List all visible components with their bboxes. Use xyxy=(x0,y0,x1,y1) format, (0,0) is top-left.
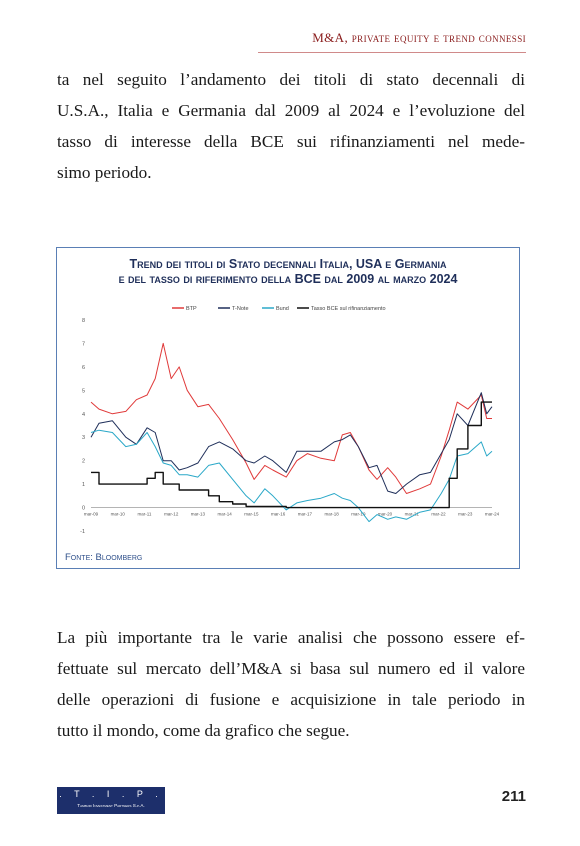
x-tick-label: mar-11 xyxy=(138,512,152,517)
logo-subtitle: Tamburi Investment Partners S.p.A. xyxy=(77,803,145,808)
tip-logo: . T . I . P . Tamburi Investment Partner… xyxy=(57,787,165,814)
paragraph-1: ta nel seguito l’andamento dei titoli di… xyxy=(57,64,525,188)
paragraph-2-line: tutto il mondo, come da grafico che segu… xyxy=(57,721,350,740)
x-tick-label: mar-21 xyxy=(405,512,420,517)
paragraph-2-line: delle operazioni di fusione e acquisizio… xyxy=(57,690,525,709)
header-rule xyxy=(258,52,526,53)
y-tick-label: -1 xyxy=(80,529,85,535)
paragraph-2-line: fettuate sul mercato dell’M&A si basa su… xyxy=(57,659,525,678)
paragraph-2: La più importante tra le varie analisi c… xyxy=(57,622,525,746)
chart-source: Fonte: Bloomberg xyxy=(65,552,143,563)
chart-figure: Trend dei titoli di Stato decennali Ital… xyxy=(56,247,520,569)
y-tick-label: 8 xyxy=(82,318,85,324)
chart-title-line-2: e del tasso di riferimento della BCE dal… xyxy=(118,272,458,286)
paragraph-1-line: tasso di interesse della BCE sui rifinan… xyxy=(57,132,525,151)
series-line xyxy=(90,392,493,494)
chart-title: Trend dei titoli di Stato decennali Ital… xyxy=(57,257,519,287)
y-tick-label: 5 xyxy=(82,388,85,394)
x-tick-label: mar-24 xyxy=(485,512,500,517)
x-tick-label: mar-13 xyxy=(191,512,206,517)
x-tick-label: mar-16 xyxy=(271,512,286,517)
series-line xyxy=(91,401,492,509)
paragraph-1-line: ta nel seguito l’andamento dei titoli di… xyxy=(57,70,525,89)
logo-mark: . T . I . P . xyxy=(59,789,163,799)
x-tick-label: mar-20 xyxy=(378,512,393,517)
y-tick-label: 2 xyxy=(82,459,85,465)
x-tick-label: mar-22 xyxy=(431,512,446,517)
x-tick-label: mar-10 xyxy=(111,512,126,517)
x-tick-label: mar-14 xyxy=(218,512,233,517)
x-tick-label: mar-09 xyxy=(84,512,99,517)
x-tick-label: mar-19 xyxy=(351,512,366,517)
y-tick-label: 7 xyxy=(82,341,85,347)
paragraph-1-line: U.S.A., Italia e Germania dal 2009 al 20… xyxy=(57,101,525,120)
legend-label: Tasso BCE sul rifinanziamento xyxy=(311,306,386,312)
y-tick-label: 0 xyxy=(82,506,85,512)
legend-label: Bund xyxy=(276,306,289,312)
x-tick-label: mar-12 xyxy=(164,512,179,517)
x-tick-label: mar-23 xyxy=(458,512,473,517)
legend-label: BTP xyxy=(186,306,197,312)
x-tick-label: mar-17 xyxy=(298,512,313,517)
paragraph-1-line: simo periodo. xyxy=(57,163,152,182)
y-tick-label: 6 xyxy=(82,365,85,371)
y-tick-label: 4 xyxy=(82,412,85,418)
y-tick-label: 3 xyxy=(82,435,85,441)
series-line xyxy=(90,342,492,494)
x-tick-label: mar-15 xyxy=(244,512,259,517)
running-header: M&A, private equity e trend connessi xyxy=(312,30,526,45)
chart-title-line-1: Trend dei titoli di Stato decennali Ital… xyxy=(129,257,447,271)
y-tick-label: 1 xyxy=(82,482,85,488)
line-chart: -1 0 1 2 3 4 5 6 7 8 mar-09 mar-10 mar-11 mar-12 mar-1… xyxy=(80,306,500,535)
page-number: 211 xyxy=(501,788,526,805)
x-tick-label: mar-18 xyxy=(324,512,339,517)
legend-label: T-Note xyxy=(232,306,249,312)
paragraph-2-line: La più importante tra le varie analisi c… xyxy=(57,628,525,647)
series-line xyxy=(90,429,493,523)
